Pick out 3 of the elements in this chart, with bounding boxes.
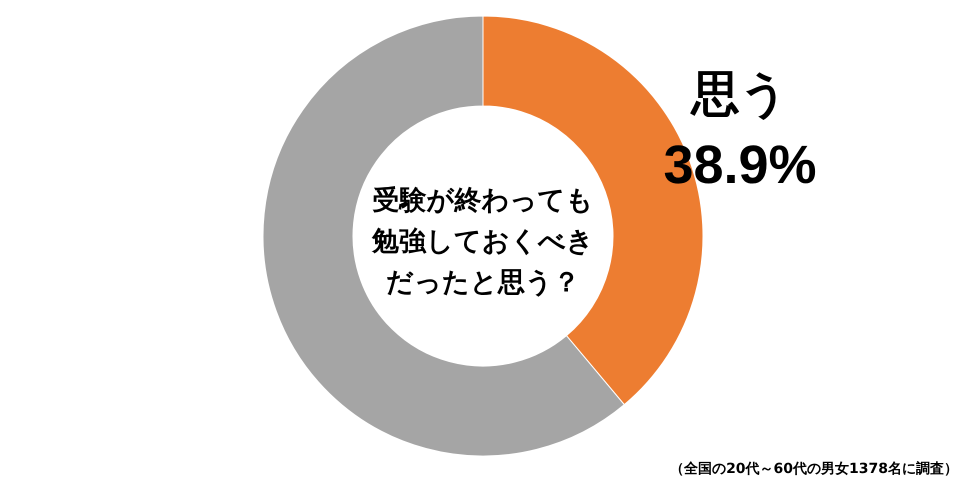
text: 受験が終わっても勉強しておくべきだったと思う？ [370,184,595,300]
slice-label: 思う [692,65,788,124]
text: （全国の20代～60代の男女1378名に調査） [670,460,958,478]
